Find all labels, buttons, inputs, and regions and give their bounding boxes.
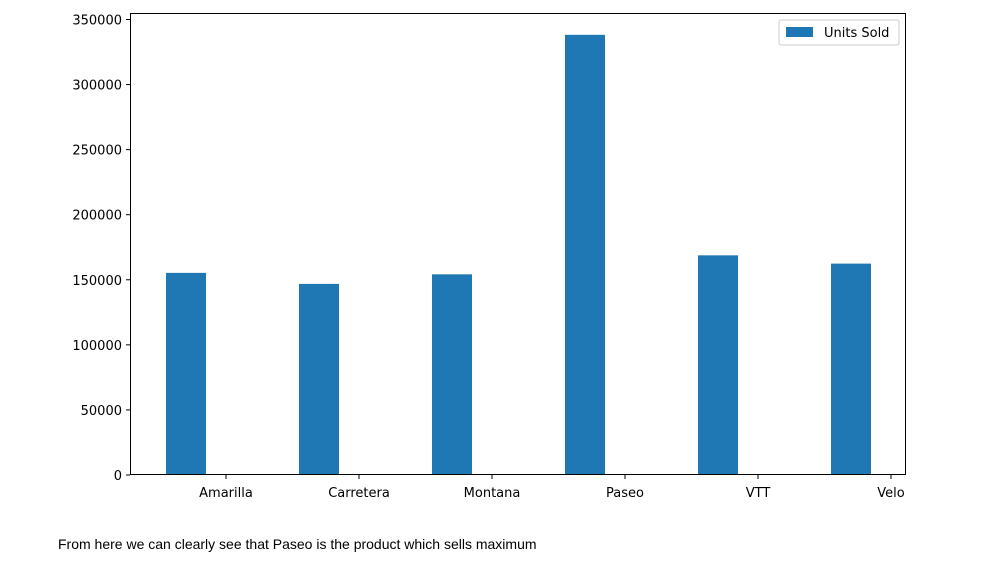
plot-area (130, 13, 906, 475)
legend-label: Units Sold (824, 26, 889, 41)
y-tick-label: 300000 (72, 79, 122, 94)
bar-carretera (299, 283, 339, 475)
plot-frame (130, 13, 906, 475)
x-tick-label: Montana (464, 486, 521, 501)
y-tick-label: 0 (114, 469, 122, 484)
y-tick-label: 50000 (81, 404, 122, 419)
y-tick-label: 350000 (72, 14, 122, 29)
y-tick-label: 200000 (72, 209, 122, 224)
bar-paseo (565, 34, 605, 476)
bars-group (166, 34, 871, 476)
x-tick-label: Paseo (606, 486, 644, 501)
x-tick-label: Velo (877, 486, 904, 501)
legend-swatch (786, 27, 813, 37)
bar-amarilla (166, 272, 206, 475)
x-tick-label: VTT (746, 486, 771, 501)
bar-chart: Amarilla Carretera Montana Paseo VTT Velo 0 50… (72, 13, 906, 501)
y-axis-ticks: 0 50000 100000 150000 200000 250000 300000 3500… (72, 14, 130, 484)
bar-vtt (698, 255, 738, 475)
x-tick-label: Carretera (328, 486, 390, 501)
bar-velo (831, 263, 871, 475)
x-tick-label: Amarilla (199, 486, 253, 501)
y-tick-label: 250000 (72, 144, 122, 159)
y-tick-label: 100000 (72, 339, 122, 354)
legend-box (778, 19, 900, 46)
x-axis-ticks: Amarilla Carretera Montana Paseo VTT Velo (199, 475, 905, 501)
caption-text: From here we can clearly see that Paseo … (58, 536, 537, 552)
bar-montana (432, 274, 472, 475)
legend: Units Sold (778, 19, 900, 46)
y-tick-label: 150000 (72, 274, 122, 289)
